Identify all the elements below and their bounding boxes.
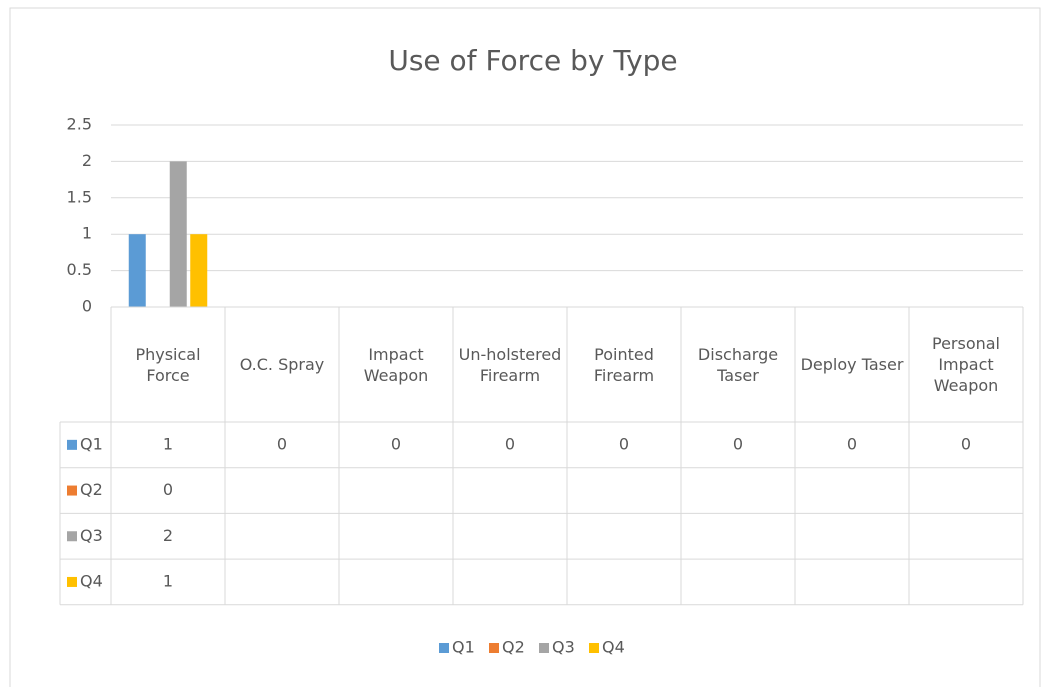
y-tick-label: 0.5 (67, 260, 92, 279)
table-cell: 1 (163, 571, 173, 590)
x-tick-label: Personal Impact Weapon (931, 334, 1000, 395)
y-tick-label: 2.5 (67, 115, 92, 134)
y-tick-label: 1 (82, 224, 92, 243)
x-tick-label-box: Personal Impact Weapon (931, 334, 1000, 395)
legend-label: Q3 (552, 638, 575, 657)
x-tick-label: Physical Force (135, 344, 201, 385)
legend-key (489, 643, 499, 653)
x-tick-label-box: Impact Weapon (363, 344, 429, 385)
table-cell: 0 (847, 434, 857, 453)
x-tick-label-box: Pointed Firearm (593, 344, 655, 385)
table-cell: 0 (391, 434, 401, 453)
x-tick-label-box: Physical Force (135, 344, 201, 385)
table-cell: 0 (163, 480, 173, 499)
x-tick-label: Impact Weapon (363, 344, 429, 385)
table-row-label: Q3 (80, 526, 103, 545)
bar (169, 161, 187, 307)
x-tick-label: Deploy Taser (800, 355, 904, 374)
y-tick-label: 1.5 (67, 187, 92, 206)
x-tick-label: Pointed Firearm (593, 344, 655, 385)
legend-key (589, 643, 599, 653)
chart-border (9, 7, 1041, 687)
x-tick-label: Un-holstered Firearm (458, 344, 562, 385)
table-row-label: Q1 (80, 434, 103, 453)
table-legend-key (67, 485, 77, 496)
bar (128, 234, 146, 307)
legend-key (439, 643, 449, 653)
legend-label: Q1 (452, 638, 475, 657)
table-legend-key (67, 576, 77, 587)
table-cell: 1 (163, 434, 173, 453)
x-tick-label: Discharge Taser (697, 344, 779, 385)
x-tick-label: O.C. Spray (239, 355, 325, 374)
table-row-label: Q4 (80, 571, 103, 590)
chart-title: Use of Force by Type (388, 44, 677, 77)
table-cell: 0 (619, 434, 629, 453)
table-legend-key (67, 439, 77, 450)
y-tick-label: 0 (82, 297, 92, 316)
legend-label: Q4 (602, 638, 625, 657)
bar (190, 234, 208, 307)
table-cell: 0 (961, 434, 971, 453)
table-cell: 0 (733, 434, 743, 453)
x-tick-label-box: Discharge Taser (697, 344, 779, 385)
table-legend-key (67, 531, 77, 542)
legend-label: Q2 (502, 638, 525, 657)
table-row-label: Q2 (80, 480, 103, 499)
table-cell: 0 (277, 434, 287, 453)
legend-key (539, 643, 549, 653)
x-tick-label-box: O.C. Spray (239, 355, 325, 374)
y-tick-label: 2 (82, 151, 92, 170)
table-cell: 2 (163, 526, 173, 545)
table-cell: 0 (505, 434, 515, 453)
x-tick-label-box: Deploy Taser (800, 355, 904, 374)
x-tick-label-box: Un-holstered Firearm (458, 344, 562, 385)
